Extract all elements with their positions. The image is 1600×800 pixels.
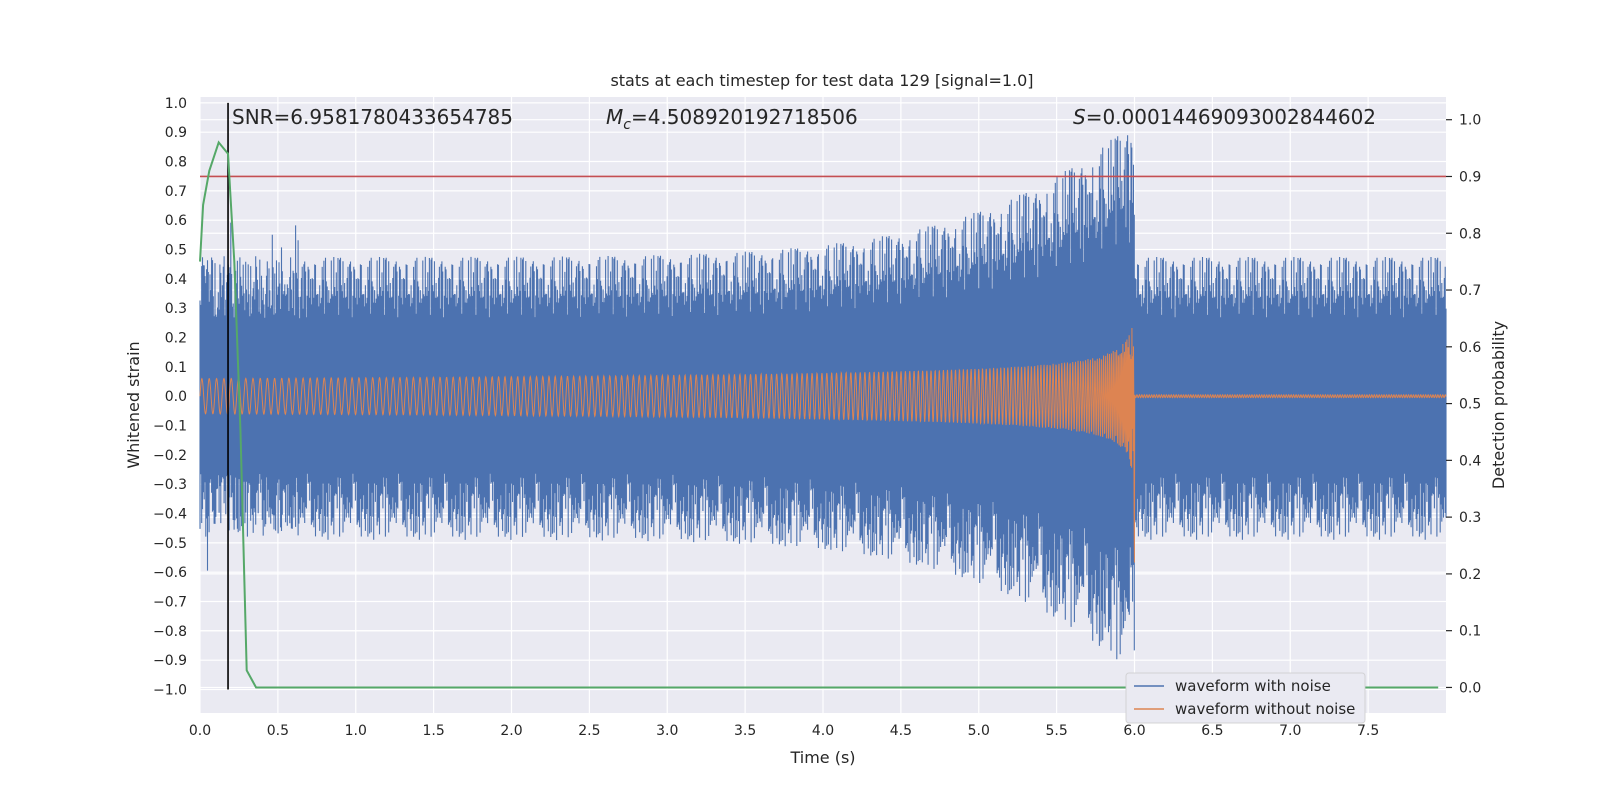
y2-tick-label: 0.4 bbox=[1459, 453, 1481, 469]
legend-label-with-noise: waveform with noise bbox=[1175, 677, 1331, 695]
y-axis-ticks: 1.0 0.9 0.8 0.7 0.6 0.5 0.4 0.3 0.2 0.1 0.0 −0.1 −0.… bbox=[153, 96, 187, 699]
y-tick-label: 0.0 bbox=[165, 389, 187, 405]
x-tick-label: 4.5 bbox=[890, 723, 912, 739]
y-tick-label: −1.0 bbox=[153, 683, 187, 699]
y-tick-label: −0.7 bbox=[153, 595, 187, 611]
x-axis-label: Time (s) bbox=[789, 748, 855, 767]
x-tick-label: 1.0 bbox=[345, 723, 367, 739]
series-detection-probability bbox=[199, 140, 1439, 689]
y-tick-label: 0.7 bbox=[165, 184, 187, 200]
legend-box bbox=[1125, 672, 1366, 724]
y2-tick-label: 0.6 bbox=[1459, 340, 1481, 356]
y-tick-label: 0.1 bbox=[165, 360, 187, 376]
y2-tick-label: 0.7 bbox=[1459, 283, 1481, 299]
y2-axis-ticks: 1.0 0.9 0.8 0.7 0.6 0.5 0.4 0.3 0.2 0.1 0.0 bbox=[1446, 113, 1481, 696]
y-tick-label: −0.1 bbox=[153, 419, 187, 435]
legend-label-without-noise: waveform without noise bbox=[1175, 700, 1355, 718]
s-annotation: S=0.00014469093002844602 bbox=[1073, 105, 1376, 129]
y-tick-label: −0.3 bbox=[153, 477, 187, 493]
x-tick-label: 3.0 bbox=[656, 723, 678, 739]
y-tick-label: −0.6 bbox=[153, 565, 187, 581]
chart-title: stats at each timestep for test data 129… bbox=[610, 71, 1033, 90]
x-tick-label: 3.5 bbox=[734, 723, 756, 739]
series-layer bbox=[199, 135, 1447, 660]
x-tick-label: 0.0 bbox=[189, 723, 211, 739]
y2-tick-label: 0.0 bbox=[1459, 680, 1481, 696]
y-tick-label: 0.4 bbox=[165, 272, 187, 288]
x-tick-label: 5.5 bbox=[1045, 723, 1067, 739]
y2-tick-label: 0.2 bbox=[1459, 567, 1481, 583]
legend: waveform with noise waveform without noi… bbox=[1125, 672, 1366, 724]
x-tick-label: 0.5 bbox=[267, 723, 289, 739]
y-tick-label: −0.4 bbox=[153, 507, 187, 523]
y-tick-label: 0.3 bbox=[165, 301, 187, 317]
y2-axis-label: Detection probability bbox=[1489, 321, 1508, 489]
y-tick-label: 0.6 bbox=[165, 213, 187, 229]
x-axis-ticks: 0.0 0.5 1.0 1.5 2.0 2.5 3.0 3.5 4.0 4.5 5.0 5.5 6.0 6… bbox=[189, 723, 1379, 739]
y2-tick-label: 0.8 bbox=[1459, 226, 1481, 242]
y-axis-label: Whitened strain bbox=[124, 341, 143, 468]
x-tick-label: 4.0 bbox=[812, 723, 834, 739]
x-tick-label: 2.5 bbox=[578, 723, 600, 739]
y2-tick-label: 0.1 bbox=[1459, 624, 1481, 640]
x-tick-label: 2.0 bbox=[500, 723, 522, 739]
y2-tick-label: 0.9 bbox=[1459, 169, 1481, 185]
y-tick-label: 0.2 bbox=[165, 331, 187, 347]
snr-annotation: SNR=6.9581780433654785 bbox=[232, 105, 513, 129]
y-tick-label: −0.5 bbox=[153, 536, 187, 552]
x-tick-label: 6.5 bbox=[1201, 723, 1223, 739]
y-tick-label: −0.9 bbox=[153, 653, 187, 669]
chirp-mass-annotation: Mc=4.508920192718506 bbox=[606, 105, 858, 133]
y-tick-label: −0.2 bbox=[153, 448, 187, 464]
overlay-layer bbox=[199, 102, 1446, 690]
x-tick-label: 7.5 bbox=[1357, 723, 1379, 739]
series-waveform-without-noise bbox=[199, 327, 1447, 563]
y2-tick-label: 0.3 bbox=[1459, 510, 1481, 526]
y-tick-label: −0.8 bbox=[153, 624, 187, 640]
y-tick-label: 0.9 bbox=[165, 125, 187, 141]
x-tick-label: 7.0 bbox=[1279, 723, 1301, 739]
x-tick-label: 6.0 bbox=[1123, 723, 1145, 739]
series-waveform-with-noise bbox=[199, 135, 1447, 660]
x-tick-label: 1.5 bbox=[422, 723, 444, 739]
y2-tick-label: 1.0 bbox=[1459, 113, 1481, 129]
x-tick-label: 5.0 bbox=[968, 723, 990, 739]
y-tick-label: 0.8 bbox=[165, 155, 187, 171]
y-tick-label: 0.5 bbox=[165, 243, 187, 259]
y-tick-label: 1.0 bbox=[165, 96, 187, 112]
y2-tick-label: 0.5 bbox=[1459, 397, 1481, 413]
